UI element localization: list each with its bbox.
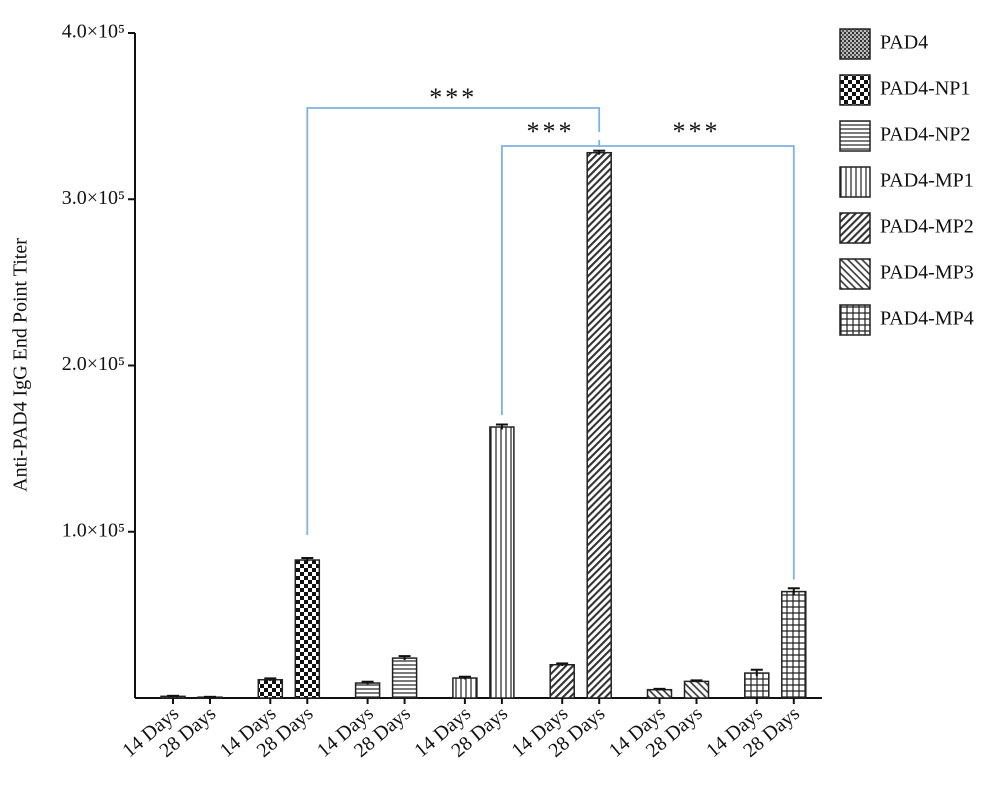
error-bar: [167, 694, 179, 697]
y-tick-label: 4.0×10⁵: [62, 21, 125, 43]
legend-swatch: [839, 28, 871, 60]
bar: [489, 426, 515, 699]
legend-label: PAD4-MP2: [880, 216, 974, 238]
y-tick-label: 3.0×10⁵: [62, 187, 125, 209]
y-tick-label: 2.0×10⁵: [62, 353, 125, 375]
significance-bracket: [599, 145, 795, 580]
legend-label: PAD4-MP1: [880, 170, 974, 192]
significance-label: ***: [673, 117, 721, 146]
y-axis-label: Anti-PAD4 IgG End Point Titer: [10, 238, 32, 492]
legend-swatch: [839, 166, 871, 198]
legend-swatch: [839, 258, 871, 290]
error-bar: [204, 695, 216, 698]
error-bar: [690, 679, 703, 683]
bar: [354, 682, 381, 699]
significance-label: ***: [429, 83, 477, 112]
bar: [549, 664, 575, 699]
bar: [257, 678, 284, 699]
legend-label: PAD4-NP1: [880, 78, 970, 100]
error-bar: [653, 687, 666, 691]
error-bar: [556, 662, 569, 667]
error-bar: [264, 677, 277, 682]
bar: [294, 559, 321, 699]
y-tick-label: 1.0×10⁵: [62, 519, 125, 541]
error-bar: [750, 668, 763, 677]
legend-swatch: [839, 304, 871, 336]
legend-label: PAD4-MP3: [880, 262, 974, 284]
legend-swatch: [839, 120, 871, 152]
error-bar: [301, 557, 314, 563]
legend-label: PAD4-NP2: [880, 124, 970, 146]
bar: [646, 688, 673, 699]
significance-bracket: [306, 107, 601, 536]
error-bar: [361, 680, 374, 685]
bar: [781, 590, 807, 699]
bar: [683, 680, 710, 699]
significance-bracket: [500, 140, 601, 416]
legend-swatch: [839, 212, 871, 244]
error-bar: [787, 587, 800, 595]
legend-label: PAD4-MP4: [880, 308, 974, 330]
error-bar: [458, 675, 471, 680]
significance-label: ***: [527, 117, 575, 146]
bar: [391, 657, 418, 699]
error-bar: [495, 423, 508, 430]
bar: [586, 151, 612, 699]
legend-swatch: [839, 74, 871, 106]
error-bar: [398, 655, 411, 661]
legend-label: PAD4: [880, 32, 928, 54]
bar: [452, 677, 478, 699]
bar: [744, 672, 770, 699]
error-bar: [593, 149, 606, 155]
